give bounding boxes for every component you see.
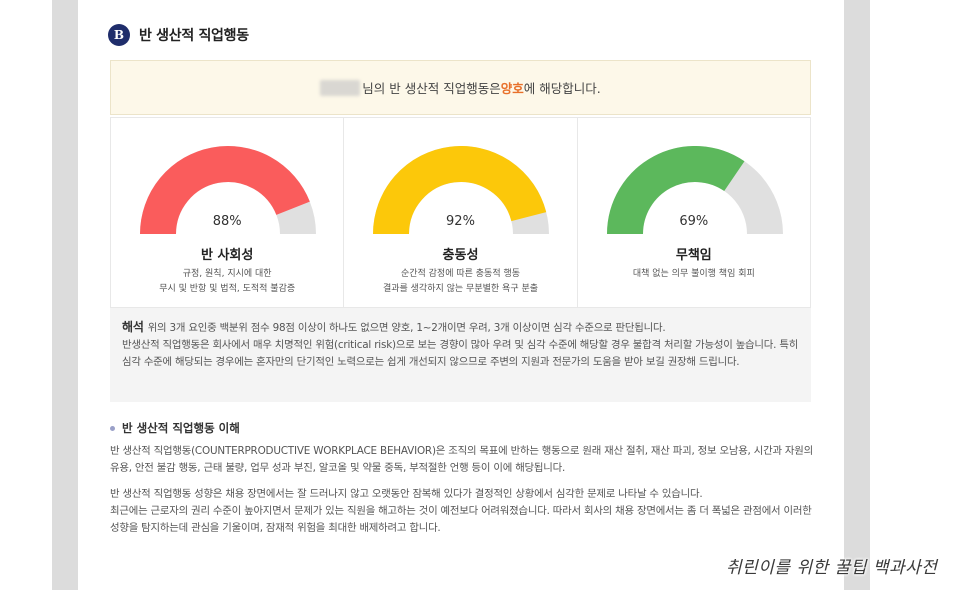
gauge-cards: 88% 반 사회성 규정, 원칙, 지시에 대한 무시 및 반항 및 법적, 도… xyxy=(110,117,811,308)
page-frame-left xyxy=(52,0,78,590)
interpretation-text: 위의 3개 요인중 백분위 점수 98점 이상이 하나도 없으면 양호, 1~2… xyxy=(147,322,666,334)
gauge-desc-line: 순간적 감정에 따른 충동적 행동 xyxy=(400,269,521,279)
gauge-chart xyxy=(373,146,550,235)
watermark-text: 취린이를 위한 꿀팁 백과사전 xyxy=(726,558,938,578)
gauge-fill xyxy=(606,146,745,235)
gauge-description: 대책 없는 의무 불이행 책임 회피 xyxy=(578,267,810,282)
understanding-paragraph-group: 반 생산적 직업행동 성향은 채용 장면에서는 잘 드러나지 않고 오랫동안 잠… xyxy=(110,486,815,537)
page-frame-right xyxy=(844,0,870,590)
gauge-card-irresponsibility: 69% 무책임 대책 없는 의무 불이행 책임 회피 xyxy=(577,117,810,307)
interpretation-box: 해석 위의 3개 요인중 백분위 점수 98점 이상이 하나도 없으면 양호, 1… xyxy=(110,308,811,402)
result-level: 양호 xyxy=(500,81,524,96)
section-header: B 반 생산적 직업행동 xyxy=(108,24,249,46)
gauge-desc-line: 결과를 생각하지 않는 무분별한 욕구 분출 xyxy=(382,284,539,294)
gauge-desc-line: 무시 및 반항 및 법적, 도적적 불감증 xyxy=(159,284,296,294)
gauge-label: 반 사회성 xyxy=(200,248,254,263)
gauge-description: 규정, 원칙, 지시에 대한 무시 및 반항 및 법적, 도적적 불감증 xyxy=(111,267,343,297)
gauge-percent: 92% xyxy=(446,214,475,229)
interpretation-text: 반생산적 직업행동은 회사에서 매우 치명적인 위험(critical risk… xyxy=(122,339,799,368)
gauge-card-impulsivity: 92% 충동성 순간적 감정에 따른 충동적 행동 결과를 생각하지 않는 무분… xyxy=(344,117,578,307)
understanding-paragraph: 최근에는 근로자의 권리 수준이 높아지면서 문제가 있는 직원을 해고하는 것… xyxy=(110,505,812,534)
gauge-label: 충동성 xyxy=(442,248,479,263)
report-page: B 반 생산적 직업행동 님의 반 생산적 직업행동은 양호 에 해당합니다. 8… xyxy=(78,0,844,590)
gauge-desc-line: 대책 없는 의무 불이행 책임 회피 xyxy=(632,269,755,279)
interpretation-label: 해석 xyxy=(122,320,144,334)
understanding-paragraph: 반 생산적 직업행동(COUNTERPRODUCTIVE WORKPLACE B… xyxy=(110,445,814,474)
gauge-chart xyxy=(606,146,783,235)
understanding-paragraph: 반 생산적 직업행동 성향은 채용 장면에서는 잘 드러나지 않고 오랫동안 잠… xyxy=(110,488,703,500)
understanding-title: 반 생산적 직업행동 이해 xyxy=(122,421,240,435)
bullet-icon xyxy=(110,425,115,431)
gauge-description: 순간적 감정에 따른 충동적 행동 결과를 생각하지 않는 무분별한 욕구 분출 xyxy=(344,267,576,297)
gauge-desc-line: 규정, 원칙, 지시에 대한 xyxy=(182,269,272,279)
gauge-label: 무책임 xyxy=(675,248,712,263)
gauge-chart xyxy=(140,146,316,235)
gauge-percent: 69% xyxy=(679,214,709,229)
gauge-card-antisocial: 88% 반 사회성 규정, 원칙, 지시에 대한 무시 및 반항 및 법적, 도… xyxy=(111,117,345,307)
understanding-header: 반 생산적 직업행동 이해 xyxy=(110,420,240,436)
blurred-user-name xyxy=(320,79,361,96)
result-text-after: 에 해당합니다. xyxy=(523,81,601,96)
gauge-percent: 88% xyxy=(212,214,242,229)
gauge-fill xyxy=(373,146,547,235)
section-badge: B xyxy=(108,24,130,46)
interpretation-line: 해석 위의 3개 요인중 백분위 점수 98점 이상이 하나도 없으면 양호, 1… xyxy=(122,319,799,337)
gauge-fill xyxy=(140,146,310,235)
result-text-before: 님의 반 생산적 직업행동은 xyxy=(362,81,501,96)
section-title: 반 생산적 직업행동 xyxy=(139,28,249,44)
result-summary-box: 님의 반 생산적 직업행동은 양호 에 해당합니다. xyxy=(110,60,811,115)
